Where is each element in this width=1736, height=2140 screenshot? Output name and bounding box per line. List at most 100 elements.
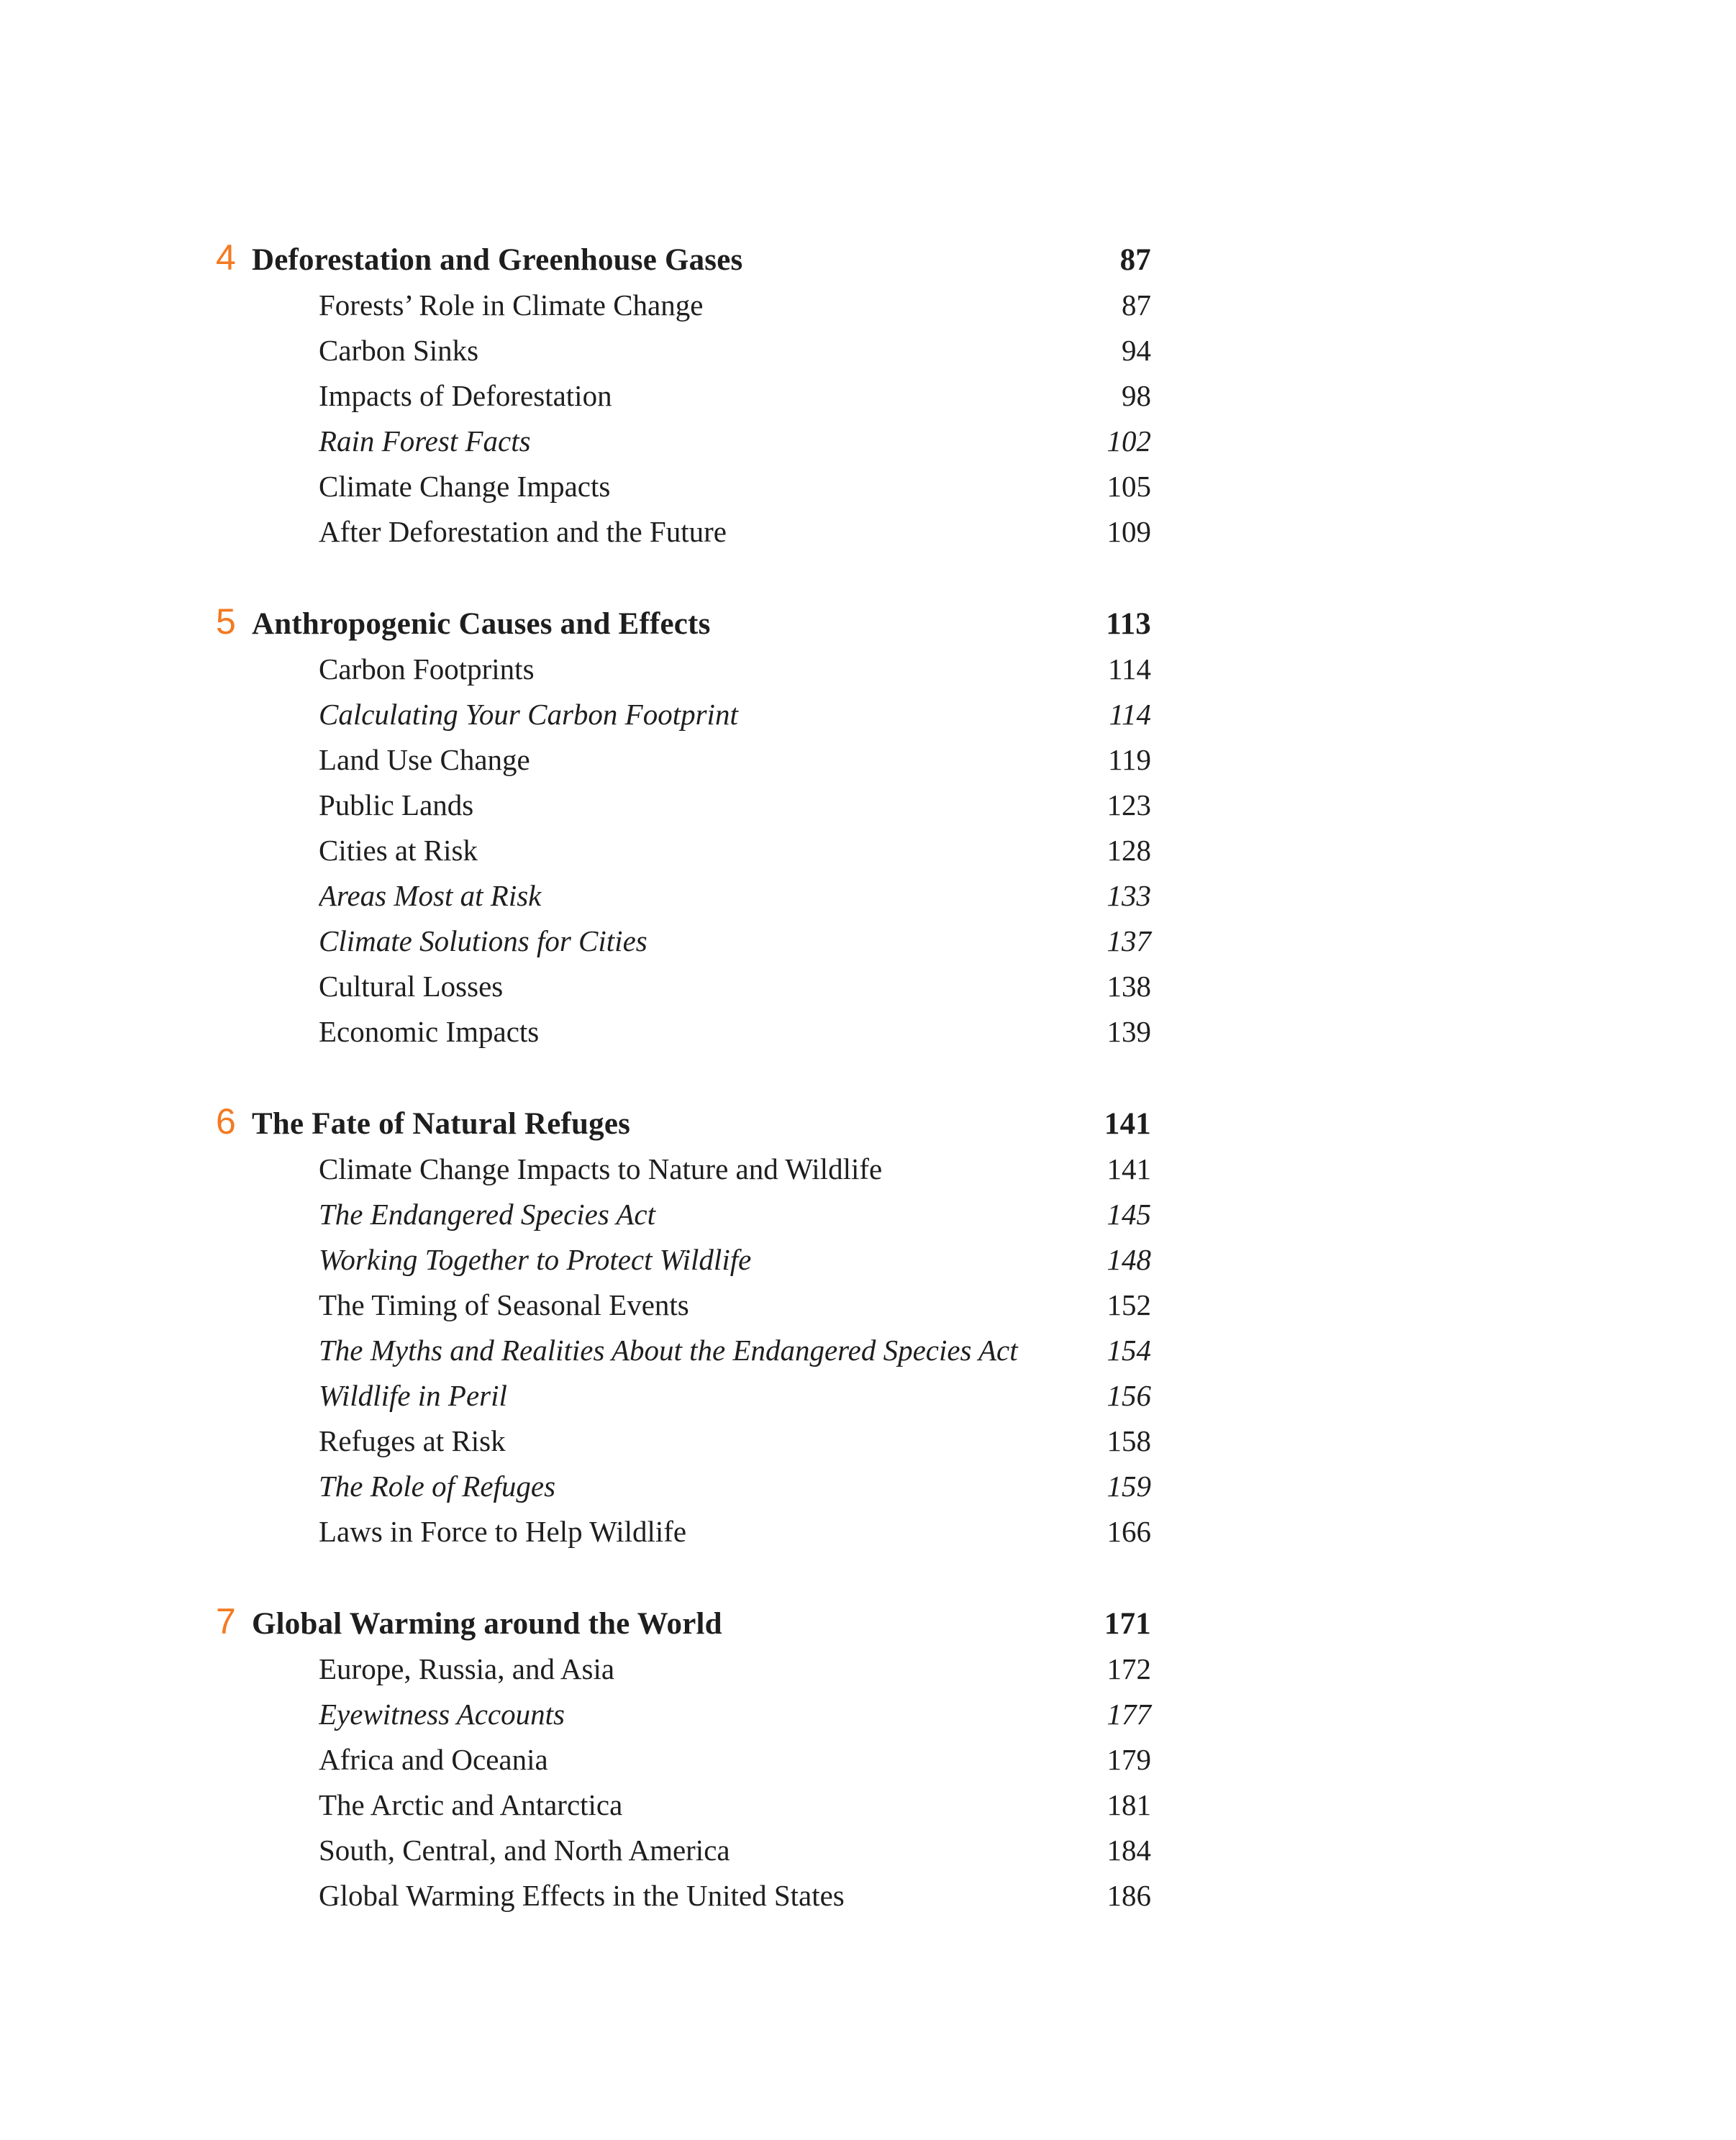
- toc-entry: Climate Change Impacts 105: [216, 464, 1151, 509]
- toc-entry: Impacts of Deforestation 98: [216, 373, 1151, 419]
- entry-page-number: 145: [1106, 1198, 1152, 1231]
- entry-title: Global Warming Effects in the United Sta…: [319, 1879, 845, 1912]
- entry-page-number: 141: [1106, 1152, 1152, 1185]
- toc-entry: Cities at Risk 128: [216, 828, 1151, 873]
- toc-entry: Laws in Force to Help Wildlife 166: [216, 1509, 1151, 1554]
- toc-entry: Africa and Oceania 179: [216, 1737, 1151, 1782]
- toc-entry: After Deforestation and the Future 109: [216, 509, 1151, 555]
- toc-entry: Wildlife in Peril 156: [216, 1373, 1151, 1419]
- toc-entry: Cultural Losses 138: [216, 964, 1151, 1009]
- entry-title: Climate Change Impacts to Nature and Wil…: [319, 1152, 883, 1185]
- entry-title: Working Together to Protect Wildlife: [319, 1243, 752, 1276]
- entry-page-number: 102: [1106, 424, 1152, 457]
- chapter-page-number: 141: [1104, 1107, 1151, 1141]
- entry-page-number: 148: [1106, 1243, 1152, 1276]
- entry-title: Areas Most at Risk: [319, 879, 542, 912]
- entry-page-number: 138: [1106, 970, 1152, 1003]
- chapter-page-number: 113: [1106, 607, 1151, 641]
- chapter-heading: 6 The Fate of Natural Refuges 141: [216, 1099, 1151, 1147]
- toc-section: 7 Global Warming around the World 171 Eu…: [216, 1599, 1151, 1918]
- entry-page-number: 184: [1106, 1834, 1152, 1867]
- toc-entry: Public Lands 123: [216, 783, 1151, 828]
- entry-title: Impacts of Deforestation: [319, 379, 612, 412]
- entry-page-number: 139: [1106, 1015, 1152, 1048]
- toc-entry: The Arctic and Antarctica 181: [216, 1782, 1151, 1828]
- chapter-heading: 5 Anthropogenic Causes and Effects 113: [216, 599, 1151, 647]
- entry-title: Cultural Losses: [319, 970, 504, 1003]
- entry-title: Refuges at Risk: [319, 1424, 506, 1457]
- toc-entry: The Timing of Seasonal Events 152: [216, 1283, 1151, 1328]
- entry-title: The Endangered Species Act: [319, 1198, 655, 1231]
- entry-title: Europe, Russia, and Asia: [319, 1652, 615, 1685]
- entry-title: Cities at Risk: [319, 834, 478, 867]
- toc-entry: Working Together to Protect Wildlife 148: [216, 1237, 1151, 1283]
- entry-title: Eyewitness Accounts: [319, 1698, 565, 1731]
- toc-entry: Carbon Footprints 114: [216, 647, 1151, 692]
- toc-section: 4 Deforestation and Greenhouse Gases 87 …: [216, 235, 1151, 555]
- entry-title: After Deforestation and the Future: [319, 515, 727, 548]
- entry-page-number: 114: [1108, 652, 1151, 686]
- entry-title: Economic Impacts: [319, 1015, 540, 1048]
- entry-page-number: 158: [1106, 1424, 1152, 1457]
- toc-entry: Land Use Change 119: [216, 737, 1151, 783]
- chapter-title: Anthropogenic Causes and Effects: [252, 607, 711, 641]
- entry-page-number: 154: [1106, 1334, 1152, 1367]
- chapter-page-number: 171: [1104, 1607, 1151, 1641]
- toc-entry: Refuges at Risk 158: [216, 1419, 1151, 1464]
- entry-page-number: 109: [1106, 515, 1152, 548]
- entry-page-number: 177: [1106, 1698, 1152, 1731]
- entry-page-number: 137: [1106, 924, 1152, 957]
- toc-entry: South, Central, and North America 184: [216, 1828, 1151, 1873]
- toc-entry: The Endangered Species Act 145: [216, 1192, 1151, 1237]
- entry-page-number: 128: [1106, 834, 1152, 867]
- toc-entry: Climate Change Impacts to Nature and Wil…: [216, 1147, 1151, 1192]
- toc-entry: Rain Forest Facts 102: [216, 419, 1151, 464]
- toc-entry: The Myths and Realities About the Endang…: [216, 1328, 1151, 1373]
- entry-title: Calculating Your Carbon Footprint: [319, 698, 738, 731]
- entry-title: Africa and Oceania: [319, 1743, 548, 1776]
- toc-entry: Areas Most at Risk 133: [216, 873, 1151, 919]
- entry-page-number: 159: [1106, 1470, 1152, 1503]
- chapter-page-number: 87: [1119, 243, 1151, 277]
- toc-entry: Europe, Russia, and Asia 172: [216, 1647, 1151, 1692]
- chapter-heading: 4 Deforestation and Greenhouse Gases 87: [216, 235, 1151, 283]
- chapter-title: Global Warming around the World: [252, 1607, 722, 1641]
- toc-entry: Economic Impacts 139: [216, 1009, 1151, 1055]
- entry-page-number: 152: [1106, 1288, 1152, 1321]
- chapter-title: The Fate of Natural Refuges: [252, 1107, 631, 1141]
- chapter-number: 6: [216, 1101, 236, 1142]
- toc-entry: Global Warming Effects in the United Sta…: [216, 1873, 1151, 1918]
- entry-title: South, Central, and North America: [319, 1834, 730, 1867]
- toc-section: 6 The Fate of Natural Refuges 141 Climat…: [216, 1099, 1151, 1554]
- entry-title: Carbon Sinks: [319, 334, 479, 367]
- entry-title: The Timing of Seasonal Events: [319, 1288, 689, 1321]
- entry-title: Public Lands: [319, 788, 474, 821]
- toc-entry: Forests’ Role in Climate Change 87: [216, 283, 1151, 328]
- entry-title: The Arctic and Antarctica: [319, 1788, 623, 1821]
- chapter-heading: 7 Global Warming around the World 171: [216, 1599, 1151, 1647]
- toc-entry: Calculating Your Carbon Footprint 114: [216, 692, 1151, 737]
- entry-title: Carbon Footprints: [319, 652, 535, 686]
- chapter-number: 4: [216, 237, 236, 278]
- entry-page-number: 123: [1106, 788, 1152, 821]
- entry-title: Climate Change Impacts: [319, 470, 611, 503]
- chapter-number: 7: [216, 1601, 236, 1642]
- toc-entry: Eyewitness Accounts 177: [216, 1692, 1151, 1737]
- entry-page-number: 156: [1106, 1379, 1152, 1412]
- toc-entry: The Role of Refuges 159: [216, 1464, 1151, 1509]
- chapter-number: 5: [216, 601, 236, 642]
- entry-page-number: 119: [1108, 743, 1151, 776]
- entry-page-number: 166: [1106, 1515, 1152, 1548]
- entry-page-number: 179: [1106, 1743, 1152, 1776]
- entry-title: Climate Solutions for Cities: [319, 924, 647, 957]
- table-of-contents: 4 Deforestation and Greenhouse Gases 87 …: [216, 235, 1151, 1918]
- entry-page-number: 186: [1106, 1879, 1152, 1912]
- entry-page-number: 181: [1106, 1788, 1152, 1821]
- entry-page-number: 133: [1106, 879, 1152, 912]
- entry-title: Laws in Force to Help Wildlife: [319, 1515, 687, 1548]
- chapter-title: Deforestation and Greenhouse Gases: [252, 243, 743, 277]
- entry-title: Wildlife in Peril: [319, 1379, 507, 1412]
- entry-title: The Role of Refuges: [319, 1470, 556, 1503]
- entry-title: The Myths and Realities About the Endang…: [319, 1334, 1018, 1367]
- entry-page-number: 172: [1106, 1652, 1152, 1685]
